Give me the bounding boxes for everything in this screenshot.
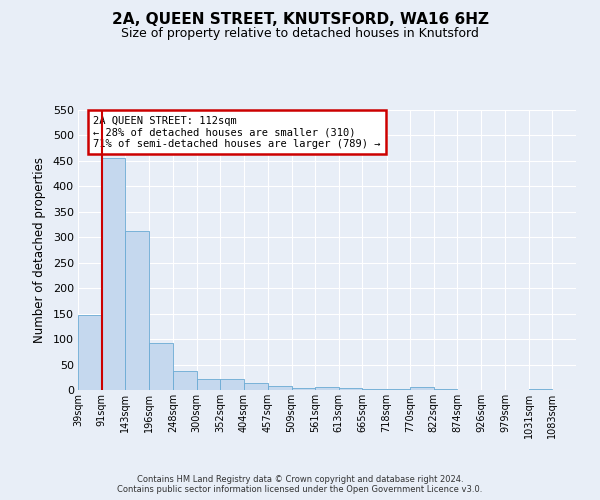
Bar bbox=[149, 342, 173, 390]
Bar bbox=[244, 384, 268, 390]
Bar bbox=[78, 314, 101, 390]
Bar bbox=[315, 387, 339, 390]
Bar bbox=[410, 388, 434, 390]
Y-axis label: Number of detached properties: Number of detached properties bbox=[33, 157, 46, 343]
Text: Size of property relative to detached houses in Knutsford: Size of property relative to detached ho… bbox=[121, 28, 479, 40]
Text: Contains public sector information licensed under the Open Government Licence v3: Contains public sector information licen… bbox=[118, 485, 482, 494]
Bar bbox=[173, 370, 197, 390]
Bar bbox=[529, 389, 553, 390]
Text: 2A, QUEEN STREET, KNUTSFORD, WA16 6HZ: 2A, QUEEN STREET, KNUTSFORD, WA16 6HZ bbox=[112, 12, 488, 28]
Bar bbox=[197, 379, 220, 390]
Bar bbox=[268, 386, 292, 390]
Bar bbox=[220, 379, 244, 390]
Bar bbox=[125, 231, 149, 390]
Bar bbox=[101, 158, 125, 390]
Bar bbox=[292, 388, 315, 390]
Bar bbox=[339, 388, 362, 390]
Text: 2A QUEEN STREET: 112sqm
← 28% of detached houses are smaller (310)
71% of semi-d: 2A QUEEN STREET: 112sqm ← 28% of detache… bbox=[93, 116, 380, 149]
Text: Contains HM Land Registry data © Crown copyright and database right 2024.: Contains HM Land Registry data © Crown c… bbox=[137, 475, 463, 484]
